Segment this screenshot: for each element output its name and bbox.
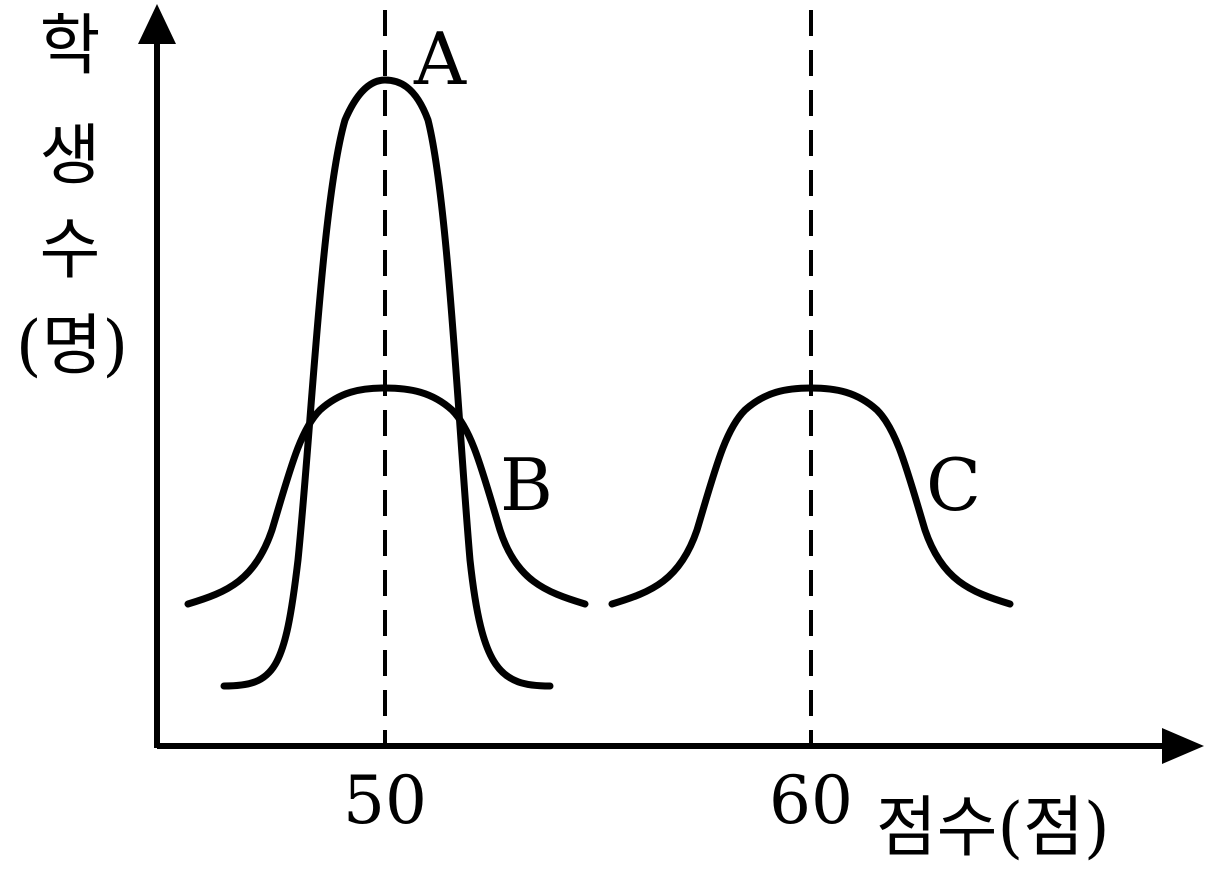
curve-c-label: C [926, 443, 981, 527]
tick-label-60: 60 [769, 762, 853, 839]
y-axis-label-char-4: (명) [16, 307, 128, 384]
curve-b-label: B [500, 443, 553, 527]
curve-b [184, 384, 589, 608]
x-axis-label: 점수(점) [876, 789, 1110, 866]
curve-a-label: A [413, 17, 467, 101]
y-axis-label-char-1: 학 [40, 7, 101, 84]
y-axis-label-char-3: 수 [40, 211, 101, 288]
x-axis-arrowhead [1162, 728, 1204, 764]
tick-label-50: 50 [343, 762, 427, 839]
y-axis-arrowhead [138, 4, 176, 44]
y-axis-label-char-2: 생 [40, 117, 101, 194]
curve-c [608, 384, 1014, 608]
curve-a [220, 76, 554, 690]
